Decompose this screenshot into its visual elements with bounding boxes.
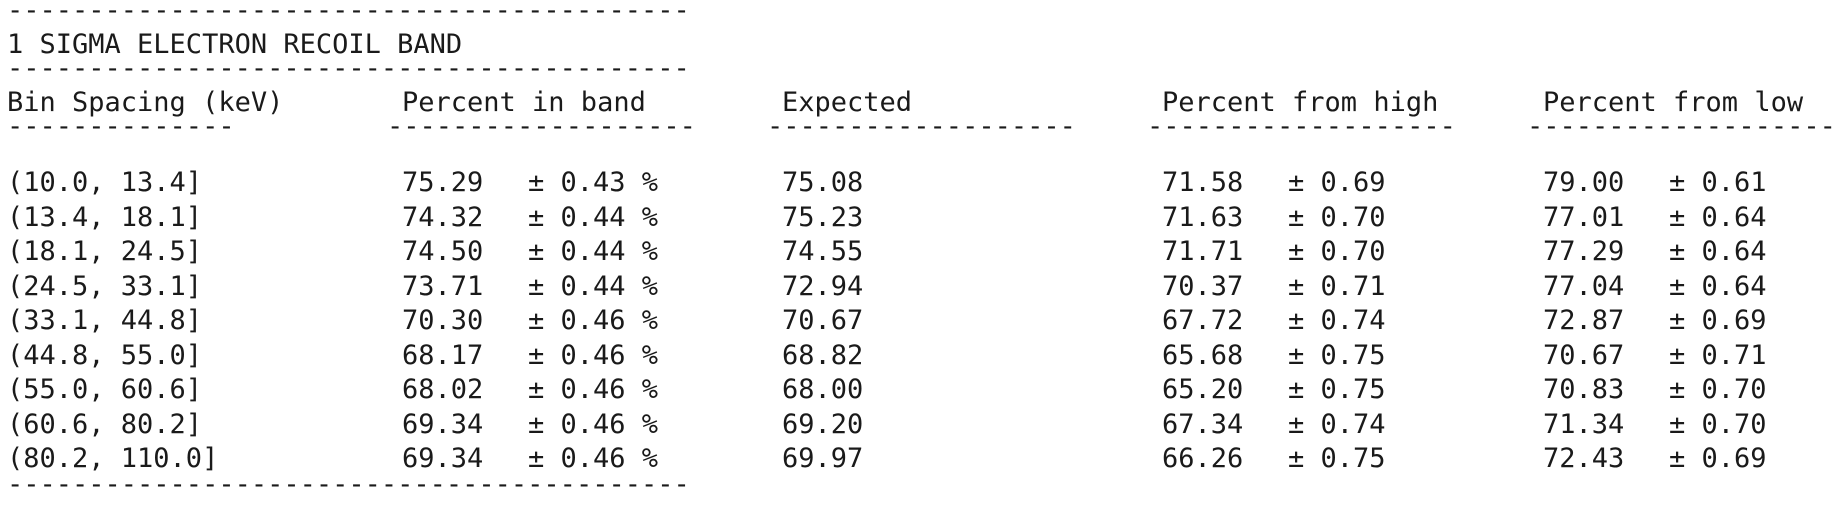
percent-in-band-value: 75.29 [402,167,484,198]
header-underline: ------------------- [1147,111,1456,142]
percent-from-high-error: ± 0.75 [1288,374,1386,405]
percent-in-band-value: 74.50 [402,236,484,267]
percent-in-band-error: ± 0.44 % [528,202,659,233]
percent-from-high-value: 71.63 [1162,202,1244,233]
expected-value: 68.82 [782,340,864,371]
bin-spacing-cell: (55.0, 60.6] [7,374,203,405]
percent-from-high-value: 71.58 [1162,167,1244,198]
percent-in-band-value: 69.34 [402,443,484,474]
percent-from-high-error: ± 0.74 [1288,305,1386,336]
bin-spacing-cell: (13.4, 18.1] [7,202,203,233]
percent-from-low-value: 72.43 [1543,443,1625,474]
header-underline: ------------------- [1527,111,1836,142]
percent-from-low-error: ± 0.70 [1669,374,1767,405]
header-underline: ------------------- [767,111,1076,142]
expected-value: 74.55 [782,236,864,267]
percent-from-low-value: 70.67 [1543,340,1625,371]
percent-in-band-value: 70.30 [402,305,484,336]
bin-spacing-cell: (10.0, 13.4] [7,167,203,198]
bin-spacing-cell: (60.6, 80.2] [7,409,203,440]
percent-from-low-error: ± 0.64 [1669,202,1767,233]
percent-from-low-value: 77.29 [1543,236,1625,267]
percent-from-low-error: ± 0.70 [1669,409,1767,440]
bin-spacing-cell: (24.5, 33.1] [7,271,203,302]
percent-in-band-error: ± 0.46 % [528,374,659,405]
percent-from-low-error: ± 0.71 [1669,340,1767,371]
percent-from-low-error: ± 0.64 [1669,236,1767,267]
percent-from-high-error: ± 0.71 [1288,271,1386,302]
percent-from-high-value: 65.68 [1162,340,1244,371]
percent-from-low-value: 70.83 [1543,374,1625,405]
expected-value: 75.08 [782,167,864,198]
table-title: 1 SIGMA ELECTRON RECOIL BAND [7,29,463,60]
percent-from-high-value: 70.37 [1162,271,1244,302]
expected-value: 69.20 [782,409,864,440]
rule-top: ----------------------------------------… [7,0,690,26]
bin-spacing-cell: (33.1, 44.8] [7,305,203,336]
percent-in-band-value: 68.17 [402,340,484,371]
bin-spacing-cell: (80.2, 110.0] [7,443,219,474]
percent-from-high-value: 65.20 [1162,374,1244,405]
percent-from-high-value: 67.34 [1162,409,1244,440]
expected-value: 75.23 [782,202,864,233]
header-bin-spacing: Bin Spacing (keV) [7,87,284,118]
percent-in-band-value: 73.71 [402,271,484,302]
percent-in-band-value: 69.34 [402,409,484,440]
header-percent-from-low: Percent from low [1543,87,1804,118]
percent-from-high-error: ± 0.69 [1288,167,1386,198]
percent-in-band-error: ± 0.43 % [528,167,659,198]
percent-from-low-value: 71.34 [1543,409,1625,440]
percent-from-low-error: ± 0.64 [1669,271,1767,302]
percent-from-low-value: 72.87 [1543,305,1625,336]
percent-from-high-error: ± 0.75 [1288,443,1386,474]
percent-from-high-error: ± 0.75 [1288,340,1386,371]
percent-in-band-value: 68.02 [402,374,484,405]
percent-in-band-error: ± 0.44 % [528,271,659,302]
percent-in-band-error: ± 0.46 % [528,340,659,371]
header-percent-in-band: Percent in band [402,87,646,118]
header-percent-from-high: Percent from high [1162,87,1439,118]
percent-in-band-value: 74.32 [402,202,484,233]
percent-from-low-value: 77.01 [1543,202,1625,233]
percent-in-band-error: ± 0.46 % [528,305,659,336]
percent-from-high-value: 71.71 [1162,236,1244,267]
expected-value: 70.67 [782,305,864,336]
rule-mid: ----------------------------------------… [7,53,690,84]
percent-from-low-error: ± 0.69 [1669,443,1767,474]
percent-from-high-error: ± 0.74 [1288,409,1386,440]
bin-spacing-cell: (44.8, 55.0] [7,340,203,371]
percent-in-band-error: ± 0.46 % [528,409,659,440]
percent-from-low-value: 79.00 [1543,167,1625,198]
header-underline: -------------- [7,111,235,142]
header-underline: ------------------- [387,111,696,142]
bin-spacing-cell: (18.1, 24.5] [7,236,203,267]
percent-from-high-value: 66.26 [1162,443,1244,474]
expected-value: 68.00 [782,374,864,405]
percent-from-low-value: 77.04 [1543,271,1625,302]
percent-from-high-error: ± 0.70 [1288,236,1386,267]
expected-value: 69.97 [782,443,864,474]
rule-bottom: ----------------------------------------… [7,469,690,500]
percent-in-band-error: ± 0.46 % [528,443,659,474]
percent-from-high-error: ± 0.70 [1288,202,1386,233]
header-expected: Expected [782,87,913,118]
expected-value: 72.94 [782,271,864,302]
percent-from-low-error: ± 0.69 [1669,305,1767,336]
percent-from-low-error: ± 0.61 [1669,167,1767,198]
percent-from-high-value: 67.72 [1162,305,1244,336]
percent-in-band-error: ± 0.44 % [528,236,659,267]
